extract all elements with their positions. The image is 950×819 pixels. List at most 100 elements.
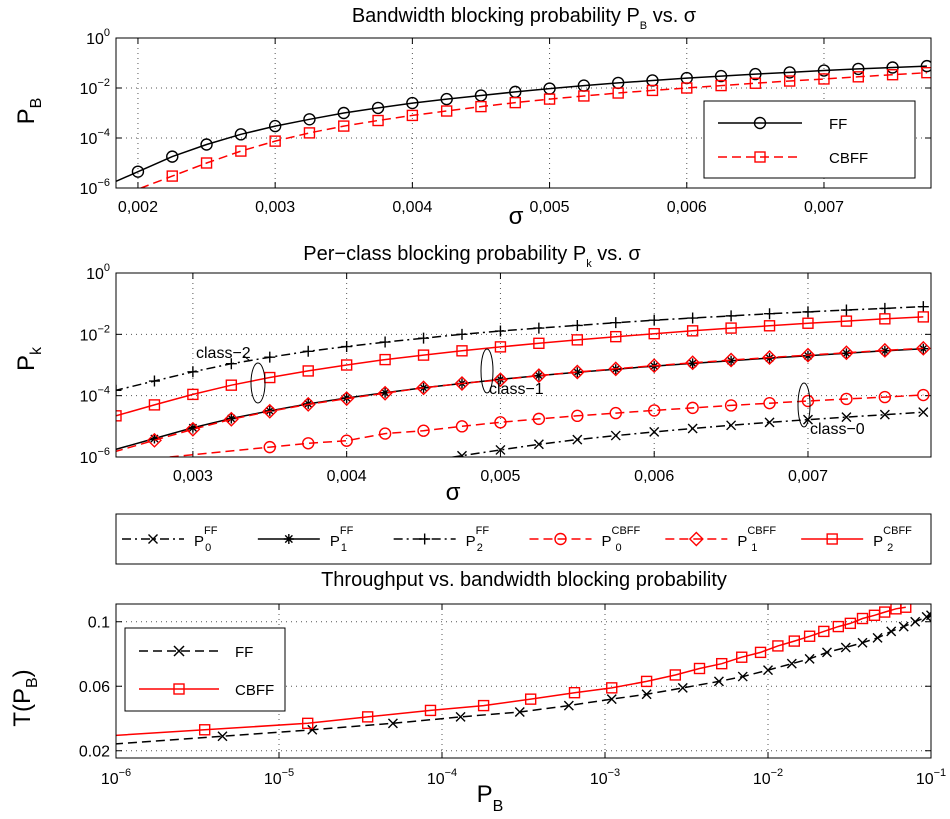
y-tick-label: 0.06	[79, 679, 110, 696]
data-point	[456, 328, 468, 340]
data-point	[772, 640, 784, 652]
data-point	[918, 407, 929, 418]
data-point	[917, 301, 929, 313]
data-point	[818, 73, 830, 85]
data-point	[763, 396, 776, 410]
y-tick-label: 10−6	[80, 177, 110, 198]
data-point	[268, 119, 282, 133]
data-point	[802, 317, 814, 329]
data-point	[514, 707, 525, 718]
data-point	[217, 731, 228, 742]
data-point	[917, 311, 930, 323]
data-point	[235, 145, 247, 157]
legend-marker-circle	[753, 116, 767, 130]
data-point	[440, 92, 453, 106]
data-point	[786, 658, 797, 669]
class2-pointer	[243, 355, 251, 362]
annot-class-2: class−2	[196, 345, 251, 362]
data-point	[264, 351, 276, 363]
data-point	[223, 411, 239, 427]
data-point	[783, 66, 796, 79]
data-point	[686, 325, 699, 337]
data-point	[424, 704, 437, 717]
data-point	[610, 317, 622, 329]
data-point	[612, 87, 624, 99]
data-point	[303, 127, 316, 139]
y-tick-label: 0.1	[88, 615, 110, 632]
data-point	[915, 340, 931, 356]
data-point	[200, 157, 213, 169]
data-point	[341, 341, 353, 353]
data-point	[234, 128, 248, 141]
x-tick-label: 10−3	[590, 767, 620, 788]
y-tick-label: 10−2	[80, 323, 110, 344]
panel-throughput: Throughput vs. bandwidth blocking probab…	[9, 569, 946, 815]
data-point	[440, 105, 453, 117]
y-tick-label: 100	[86, 262, 110, 283]
series-cbff	[116, 604, 912, 737]
data-point	[416, 380, 432, 396]
data-point	[361, 711, 374, 723]
data-point	[187, 422, 198, 433]
data-point	[454, 375, 470, 391]
data-point	[817, 64, 831, 77]
data-point	[606, 694, 617, 705]
data-point	[648, 314, 660, 326]
x-tick-label: 0,005	[480, 468, 520, 485]
data-point	[340, 359, 353, 371]
data-point	[475, 100, 487, 113]
data-point	[262, 403, 278, 419]
data-point	[640, 675, 653, 688]
data-point	[198, 724, 211, 736]
data-point	[803, 630, 816, 642]
data-point	[724, 399, 738, 412]
data-point	[187, 388, 199, 401]
class1-ellipse	[480, 348, 494, 394]
data-point	[840, 304, 852, 316]
panel3-xlabel: PB	[477, 781, 504, 815]
y-tick-label: 10−4	[80, 385, 110, 406]
data-point	[910, 616, 921, 627]
x-tick-label: 0,002	[118, 199, 158, 216]
data-point	[302, 365, 314, 377]
data-point	[418, 332, 430, 344]
series-p-2-cbff	[116, 311, 930, 422]
data-point	[302, 717, 314, 730]
data-point	[300, 396, 316, 412]
data-point	[340, 434, 353, 447]
data-point	[533, 370, 544, 381]
panel1-legend: FF CBFF	[703, 100, 916, 179]
data-point	[166, 150, 179, 163]
data-point	[371, 101, 385, 115]
data-point	[687, 358, 698, 369]
data-point	[818, 625, 830, 638]
data-point	[879, 313, 891, 325]
data-point	[572, 367, 583, 378]
panel3-legend-ff: FF	[235, 644, 253, 661]
data-point	[926, 610, 931, 621]
data-point	[571, 334, 584, 346]
legend-marker	[283, 534, 294, 544]
data-point	[879, 606, 891, 618]
panel2-xlabel: σ	[446, 479, 461, 506]
data-point	[571, 409, 584, 423]
class2-ellipse	[250, 362, 266, 404]
legend-marker	[148, 534, 158, 544]
data-point	[764, 308, 776, 320]
panel1-legend-cbff: CBFF	[829, 150, 868, 167]
data-point	[844, 617, 857, 630]
data-point	[419, 456, 428, 457]
data-point	[531, 368, 547, 384]
data-point	[764, 417, 775, 428]
x-tick-label: 10−6	[101, 767, 131, 788]
data-point	[263, 440, 276, 454]
x-tick-label: 0,006	[667, 199, 707, 216]
data-point	[456, 450, 467, 457]
data-point	[900, 604, 912, 613]
data-point	[269, 135, 281, 147]
data-point	[841, 348, 852, 359]
data-point	[372, 114, 384, 127]
panel3-legend-cbff: CBFF	[235, 682, 274, 699]
data-point	[715, 79, 727, 92]
data-point	[337, 106, 350, 120]
